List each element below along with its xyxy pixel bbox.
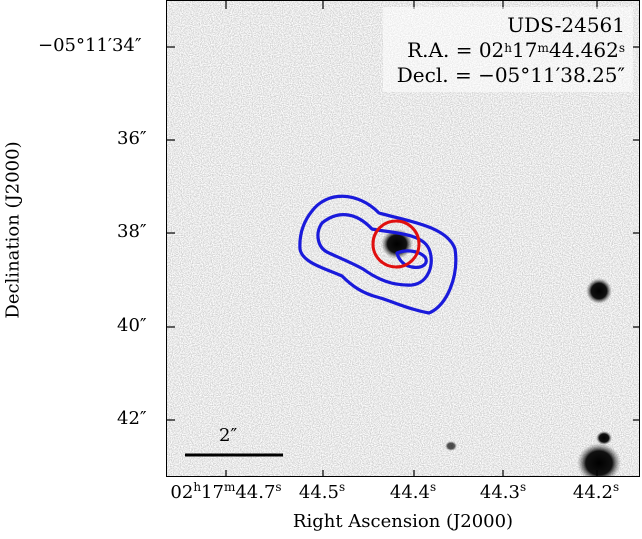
xtick-label-1: 44.5s [298,480,346,503]
faint-source [445,441,457,451]
y-axis-title: Declination (J2000) [2,141,24,319]
x-axis-title: Right Ascension (J2000) [292,511,514,532]
xtick-label-0: 02h17m44.7s [170,480,282,503]
target-ra: R.A. = 02h17m44.462s [407,38,625,62]
xtick-label-3: 44.3s [479,480,527,503]
contour-group [298,194,458,315]
neighbor-source [586,278,612,304]
xtick-label-4: 44.2s [572,480,620,503]
ytick-label-0: −05°11′34″ [38,35,142,56]
ytick-label-3: 40″ [117,315,147,336]
contour-mid [316,213,433,287]
corner-source [577,443,621,476]
ytick-label-2: 38″ [117,221,147,242]
axis-ticks [167,1,639,476]
aperture-circle [371,219,421,269]
target-dec: Decl. = −05°11′38.25″ [396,63,625,87]
contour-outer [298,194,458,315]
ytick-label-4: 42″ [117,408,147,429]
target-name: UDS-24561 [507,13,625,37]
contour-inner [395,249,428,269]
scale-bar-label: 2″ [219,425,238,446]
target-info-box: UDS-24561 R.A. = 02h17m44.462s Decl. = −… [382,7,633,92]
xtick-label-2: 44.4s [389,480,437,503]
image-panel: UDS-24561 R.A. = 02h17m44.462s Decl. = −… [166,0,640,477]
ytick-label-1: 36″ [117,128,147,149]
corner-source-small [596,431,612,445]
